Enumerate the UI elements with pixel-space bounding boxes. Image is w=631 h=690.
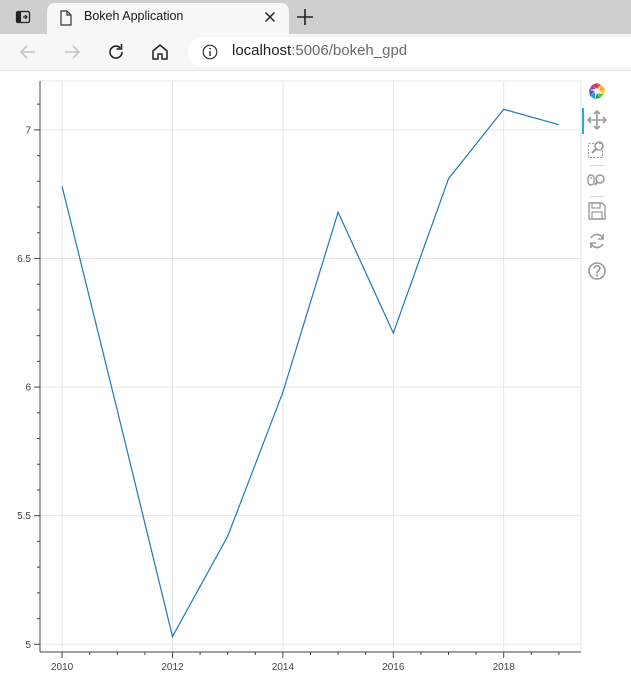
url-host: localhost — [232, 42, 292, 59]
url-path: :5006/bokeh_gpd — [291, 42, 408, 59]
reset-icon — [590, 233, 604, 249]
help-icon — [588, 262, 606, 280]
data-point[interactable] — [557, 123, 561, 127]
data-point[interactable] — [60, 184, 64, 188]
data-point[interactable] — [281, 390, 285, 394]
browser-tab[interactable]: Bokeh Application — [47, 3, 289, 34]
site-info-icon[interactable] — [202, 44, 218, 60]
wheel-zoom-icon — [587, 174, 605, 186]
data-point[interactable] — [170, 635, 174, 639]
y-tick-label: 5.5 — [17, 511, 31, 522]
data-point[interactable] — [226, 534, 230, 538]
series-line[interactable] — [61, 108, 560, 639]
x-tick-label: 2016 — [382, 662, 405, 673]
close-tab-icon[interactable] — [261, 8, 279, 26]
wheel-zoom-tool[interactable] — [582, 168, 612, 194]
y-tick-label: 6.5 — [17, 254, 31, 265]
series-layer — [60, 107, 561, 639]
reset-tool[interactable] — [582, 229, 612, 255]
y-tick-label: 6 — [25, 383, 31, 394]
y-tick-label: 5 — [25, 640, 31, 651]
line-chart[interactable]: 2010 2012 2014 2016 2018 5 5.5 6 6.5 7 — [0, 71, 582, 690]
bokeh-logo[interactable] — [582, 79, 612, 105]
tab-actions-icon[interactable] — [15, 9, 31, 25]
help-tool[interactable] — [582, 259, 612, 285]
bokeh-logo-icon — [589, 83, 605, 99]
x-tick-label: 2010 — [51, 662, 74, 673]
home-icon[interactable] — [149, 41, 171, 63]
data-point[interactable] — [447, 177, 451, 181]
address-bar[interactable]: localhost:5006/bokeh_gpd — [188, 37, 631, 67]
back-icon[interactable] — [17, 41, 39, 63]
save-icon — [588, 202, 606, 220]
tab-title: Bokeh Application — [84, 9, 184, 23]
y-tick-label: 7 — [25, 125, 31, 136]
grid-lines — [40, 81, 581, 652]
data-point[interactable] — [115, 408, 119, 412]
url-text[interactable]: localhost:5006/bokeh_gpd — [232, 42, 407, 59]
bokeh-toolbar — [582, 79, 612, 289]
new-tab-icon[interactable] — [295, 7, 315, 27]
bokeh-app-content: 2010 2012 2014 2016 2018 5 5.5 6 6.5 7 — [0, 71, 631, 690]
box-zoom-icon — [588, 141, 604, 158]
pan-icon — [587, 110, 607, 130]
browser-toolbar: localhost:5006/bokeh_gpd — [0, 34, 631, 71]
plot-frame — [39, 80, 582, 653]
page-icon — [60, 10, 72, 26]
x-tick-label: 2014 — [272, 662, 295, 673]
active-tool-marker — [582, 108, 584, 134]
reload-icon[interactable] — [105, 41, 127, 63]
save-tool[interactable] — [582, 199, 612, 225]
x-tick-label: 2012 — [161, 662, 184, 673]
data-point[interactable] — [502, 107, 506, 111]
axes: 2010 2012 2014 2016 2018 5 5.5 6 6.5 7 — [17, 81, 581, 673]
forward-icon[interactable] — [61, 41, 83, 63]
x-tick-label: 2018 — [493, 662, 516, 673]
toolbar-divider — [590, 196, 604, 197]
box-zoom-tool[interactable] — [582, 137, 612, 163]
data-point[interactable] — [391, 331, 395, 335]
browser-titlebar: Bokeh Application — [0, 0, 631, 34]
data-point[interactable] — [336, 210, 340, 214]
pan-tool[interactable] — [582, 108, 612, 134]
toolbar-divider — [590, 165, 604, 166]
